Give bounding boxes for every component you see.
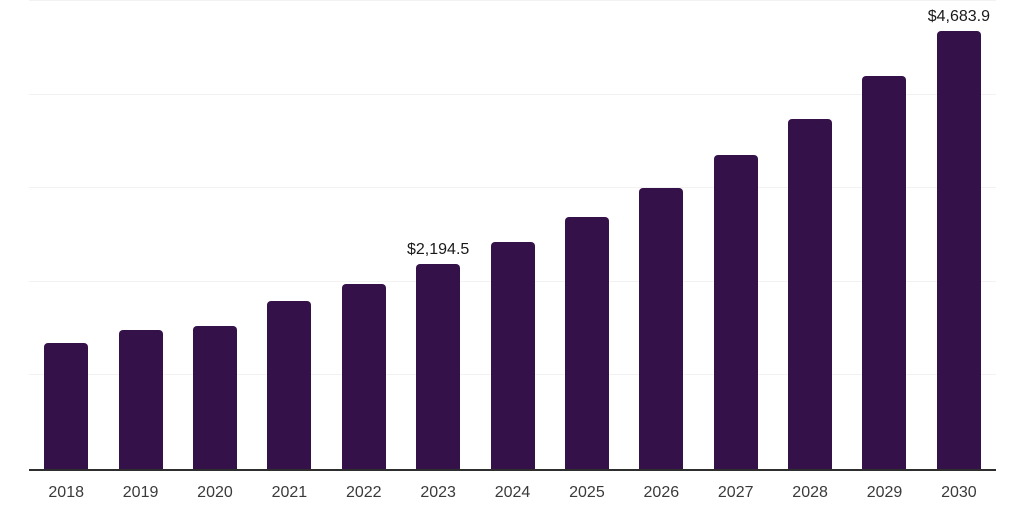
x-axis-line: [29, 469, 996, 471]
data-label-2030: $4,683.9: [927, 7, 991, 25]
x-tick-2029: 2029: [866, 484, 903, 501]
bar-2029: [862, 75, 907, 469]
bar-slot-2024: [475, 1, 549, 469]
gridline-3000: [29, 187, 996, 189]
bar-slot-2022: [327, 1, 401, 469]
bar-2024: [490, 242, 535, 469]
bar-series: $2,194.5 $4,683.9: [29, 1, 996, 469]
bar-chart-plot-area: $2,194.5 $4,683.9: [29, 0, 996, 471]
x-tick-2025: 2025: [569, 484, 605, 501]
x-tick-2030: 2030: [941, 484, 977, 501]
bar-2028: [788, 118, 833, 469]
bar-2030: [936, 30, 981, 469]
bar-slot-2021: [252, 1, 326, 469]
x-tick-2020: 2020: [197, 484, 233, 501]
x-tick-2027: 2027: [717, 484, 754, 501]
bar-2022: [341, 284, 386, 469]
gridline-4000: [29, 93, 996, 95]
bar-slot-2030: $4,683.9: [922, 1, 996, 469]
x-tick-2019: 2019: [122, 484, 159, 501]
bar-2018: [44, 342, 89, 469]
bar-2020: [192, 325, 237, 469]
bar-slot-2020: [178, 1, 252, 469]
gridline-5000: [29, 0, 996, 1]
bar-slot-2028: [773, 1, 847, 469]
bar-2021: [267, 301, 312, 469]
x-tick-2023: 2023: [420, 484, 456, 501]
x-tick-2018: 2018: [48, 484, 84, 501]
bar-slot-2018: [29, 1, 103, 469]
x-tick-2026: 2026: [643, 484, 680, 501]
bar-2025: [564, 217, 609, 469]
x-axis-tick-labels: 2018 2019 2020 2021 2022 2023 2024 2025 2026 2027…: [29, 484, 996, 502]
bar-slot-2019: [103, 1, 177, 469]
x-tick-2028: 2028: [792, 484, 828, 501]
data-label-2023: $2,194.5: [407, 240, 470, 258]
bar-2026: [639, 188, 684, 469]
x-tick-2024: 2024: [494, 484, 531, 501]
bar-slot-2029: [847, 1, 921, 469]
bar-2023: [416, 263, 461, 469]
x-tick-2022: 2022: [345, 484, 382, 501]
bar-2027: [713, 154, 758, 469]
bar-slot-2025: [550, 1, 624, 469]
bar-slot-2027: [699, 1, 773, 469]
bar-slot-2023: $2,194.5: [401, 1, 475, 469]
bar-slot-2026: [624, 1, 698, 469]
x-tick-2021: 2021: [271, 484, 308, 501]
bar-2019: [118, 330, 163, 469]
